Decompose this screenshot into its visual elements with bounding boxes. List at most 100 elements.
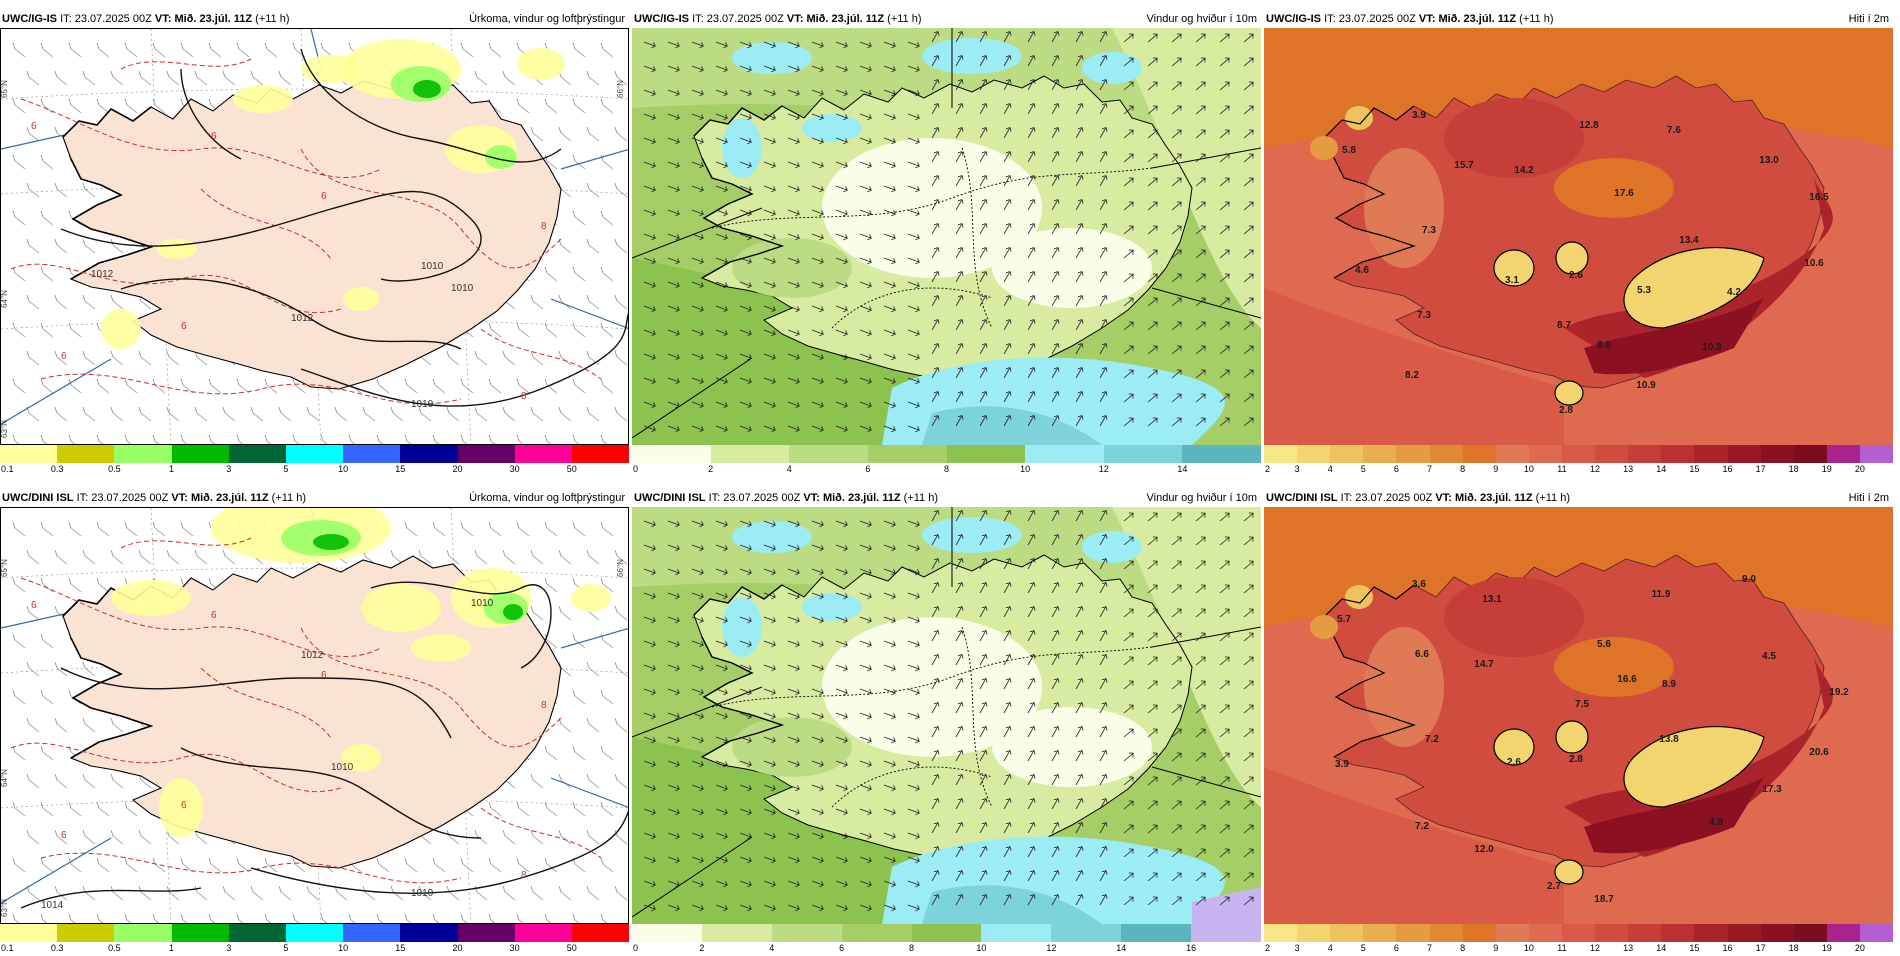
map-canvas: 3.6 5.7 13.1 11.9 9.0 6.6 14.7 5.6 16.6 8.9 4.5 7.5… <box>1264 507 1893 924</box>
isobar <box>370 581 552 669</box>
legend-swatch <box>1661 445 1695 463</box>
temperature-value: 13.0 <box>1759 155 1779 166</box>
wind-band <box>722 118 762 178</box>
precip-area <box>571 584 611 612</box>
temperature-value: 5.8 <box>1342 145 1356 156</box>
panel-bottom-precip: UWC/DINI ISL IT: 23.07.2025 00Z VT: Mið.… <box>0 489 630 956</box>
legend-swatch <box>1826 924 1860 942</box>
legend-swatch <box>1330 445 1364 463</box>
legend-tick-label: 12 <box>1590 943 1601 953</box>
legend-swatch <box>710 445 790 463</box>
vt-label: VT: <box>1418 13 1436 25</box>
temp-band <box>1310 615 1338 639</box>
legend-bar <box>632 924 1262 942</box>
wind-band <box>822 138 1042 278</box>
wind-band <box>732 717 852 777</box>
legend-swatch <box>1528 445 1562 463</box>
temperature-value: 12.8 <box>1579 120 1599 131</box>
vt-value: Mið. 23.júl. 11Z <box>174 13 253 25</box>
vt-label: VT: <box>786 13 804 25</box>
legend-swatch <box>1628 924 1662 942</box>
legend-swatch <box>1330 924 1364 942</box>
legend-swatch <box>771 924 842 942</box>
legend-tick-label: 15 <box>1689 464 1700 474</box>
temperature-value: 20.6 <box>1809 747 1829 758</box>
glacier <box>1554 380 1584 406</box>
legend-tick-label: 14 <box>1656 464 1667 474</box>
legend-tick-label: 5 <box>283 464 289 474</box>
precip-area <box>111 580 191 616</box>
temp-band <box>1564 178 1833 378</box>
legend-tick-label: 50 <box>566 943 577 953</box>
panel-title: Vindur og hviður í 10m <box>1146 13 1257 25</box>
isobar <box>60 667 452 739</box>
legend-swatch <box>1727 924 1761 942</box>
temperature-value: 19.2 <box>1829 687 1849 698</box>
legend-tick-label: 0.3 <box>50 943 64 953</box>
temperature-value: 17.6 <box>1614 188 1634 199</box>
legend-tick-label: 30 <box>509 464 520 474</box>
temperature-value: 10.3 <box>1702 342 1722 353</box>
legend-swatch <box>1363 445 1397 463</box>
latitude-label: 63°N <box>1 420 9 438</box>
legend-tick-label: 20 <box>1854 943 1865 953</box>
temp-band <box>1584 777 1764 854</box>
temperature-value: 16.5 <box>1809 192 1829 203</box>
legend-swatch <box>1694 924 1728 942</box>
legend-tick-label: 8 <box>909 943 915 953</box>
legend-tick-label: 6 <box>1393 464 1399 474</box>
temperature-value: 2.7 <box>1547 881 1561 892</box>
latitude-label: 63°N <box>1 899 9 917</box>
temperature-value: 4.6 <box>1355 265 1369 276</box>
legend-swatch <box>1628 445 1662 463</box>
precip-map: 1012 1012 1010 1010 1010 6 6 6 8 6 8 6 65°N 64°N 63°N 6… <box>0 28 629 445</box>
legend-swatch <box>1760 445 1794 463</box>
legend-tick-label: 0.5 <box>108 464 121 474</box>
legend-tick-label: 50 <box>566 464 577 474</box>
legend-swatch <box>1297 445 1331 463</box>
legend-swatch <box>0 924 58 942</box>
wind-band <box>722 597 762 657</box>
legend-swatch <box>1760 924 1794 942</box>
legend-swatch <box>1025 445 1104 463</box>
legend-tick-label: 11 <box>1557 943 1567 953</box>
legend-swatch <box>1859 445 1894 463</box>
legend-swatch <box>1396 924 1430 942</box>
glacier <box>1554 859 1584 885</box>
isobar <box>300 312 628 407</box>
legend-bar <box>0 445 630 463</box>
legend-tick-label: 5 <box>1360 464 1366 474</box>
temperature-value: 8.2 <box>1405 370 1419 381</box>
panel-top-precip: UWC/IG-IS IT: 23.07.2025 00Z VT: Mið. 23… <box>0 10 630 477</box>
temperature-value: 13.1 <box>1482 594 1502 605</box>
legend-tick-label: 14 <box>1116 943 1127 953</box>
model-name: UWC/IG-IS <box>2 13 57 25</box>
legend-tick-label: 20 <box>452 464 463 474</box>
model-name: UWC/IG-IS <box>1266 13 1321 25</box>
legend-ticks: 0.1 0.3 0.5 1 3 5 10 15 20 30 50 <box>0 942 629 956</box>
legend-swatch <box>1191 924 1262 942</box>
legend-swatch <box>114 924 172 942</box>
legend-tick-label: 10 <box>1523 464 1534 474</box>
color-legend: 0 2 4 6 8 10 12 14 16 <box>632 924 1262 956</box>
panel-bottom-wind: UWC/DINI ISL IT: 23.07.2025 00Z VT: Mið.… <box>632 489 1262 956</box>
temp-band <box>1554 158 1674 218</box>
precip-area <box>517 48 565 80</box>
precip-area <box>301 55 361 83</box>
latitude-label: 64°N <box>1 769 9 787</box>
panel-title: Vindur og hviður í 10m <box>1146 492 1257 504</box>
it-value: 23.07.2025 00Z <box>91 492 169 504</box>
legend-bar <box>1264 924 1894 942</box>
legend-swatch <box>1462 445 1496 463</box>
temperature-map: 3.9 5.8 15.7 14.2 12.8 7.6 13.0 17.6 16.5 13.4 7.3… <box>1264 28 1893 445</box>
legend-tick-label: 9 <box>1493 943 1499 953</box>
legend-swatch <box>57 445 115 463</box>
legend-swatch <box>1429 924 1463 942</box>
latitude-label: 66°N <box>616 559 625 577</box>
legend-ticks: 0 2 4 6 8 10 12 14 <box>632 463 1261 477</box>
temp-band <box>1345 585 1373 609</box>
it-label: IT: <box>1340 492 1353 504</box>
temp-band <box>1444 577 1584 657</box>
legend-swatch <box>343 924 401 942</box>
precip-area <box>361 584 441 632</box>
